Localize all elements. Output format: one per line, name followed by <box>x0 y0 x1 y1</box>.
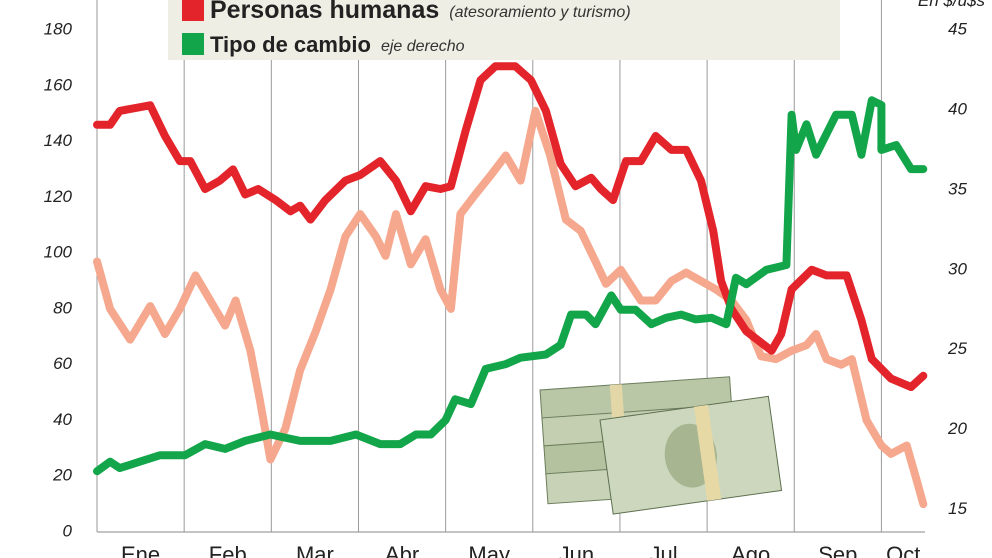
legend-label: Personas humanas <box>210 0 439 24</box>
x-tick-label: Jul <box>649 542 677 558</box>
series-line <box>93 62 928 391</box>
y-tick-label: 100 <box>44 243 73 262</box>
y2-tick-label: 25 <box>947 339 967 358</box>
x-tick-label: Ene <box>121 542 160 558</box>
y2-tick-label: 45 <box>948 19 967 38</box>
x-tick-label: Ago <box>731 542 770 558</box>
legend-background <box>168 0 840 60</box>
y2-tick-label: 30 <box>948 259 967 278</box>
x-tick-label: Jun <box>559 542 594 558</box>
y-tick-label: 60 <box>53 354 72 373</box>
y-tick-label: 140 <box>44 131 73 150</box>
y2-tick-label: 20 <box>947 419 967 438</box>
legend-label: Tipo de cambio <box>210 32 371 57</box>
x-tick-label: Abr <box>385 542 419 558</box>
y-tick-label: 180 <box>44 19 73 38</box>
money-illustration <box>539 376 783 515</box>
y-tick-label: 20 <box>52 466 72 485</box>
legend: Personas humanas (atesoramiento y turismo… <box>168 0 840 60</box>
series-line <box>93 96 928 476</box>
x-tick-label: Sep <box>818 542 857 558</box>
legend-swatch <box>182 33 204 55</box>
grid <box>96 0 925 533</box>
legend-note: eje derecho <box>381 38 465 55</box>
y-tick-label: 160 <box>44 75 73 94</box>
unit-label: En $/u$s <box>918 0 986 10</box>
legend-swatch <box>182 0 204 21</box>
y2-tick-label: 15 <box>948 499 967 518</box>
x-tick-label: Oct <box>886 542 920 558</box>
y-tick-label: 0 <box>63 521 73 540</box>
x-tick-label: Feb <box>209 542 247 558</box>
x-tick-label: May <box>468 542 510 558</box>
x-tick-label: Mar <box>296 542 334 558</box>
y2-tick-label: 35 <box>948 179 967 198</box>
y2-tick-label: 40 <box>948 99 967 118</box>
y-tick-label: 120 <box>44 187 73 206</box>
series-line <box>93 106 928 509</box>
y-tick-label: 40 <box>53 410 72 429</box>
y-tick-label: 80 <box>53 298 72 317</box>
legend-note: (atesoramiento y turismo) <box>449 4 630 21</box>
